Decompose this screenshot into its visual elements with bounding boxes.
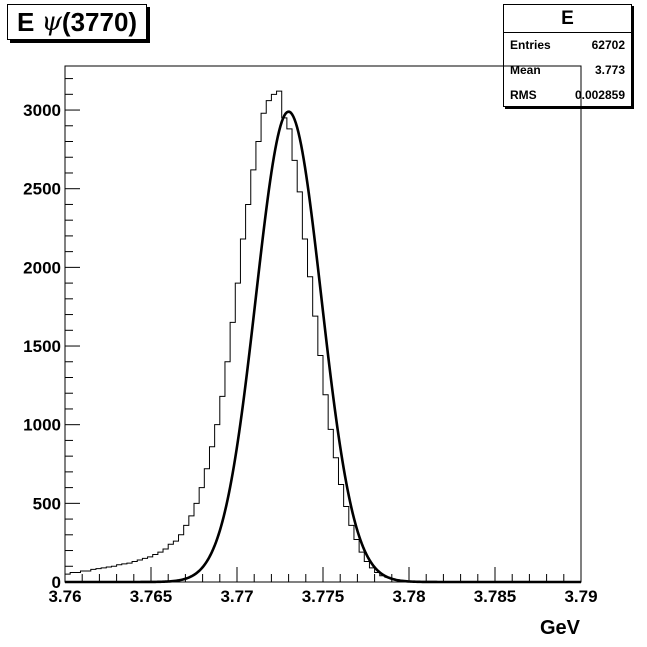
y-axis: 0 500 1000 1500 2000 2500 3000: [23, 78, 80, 592]
stats-label: Entries: [510, 38, 551, 52]
histogram-title: E ψ (3770): [7, 4, 147, 40]
y-tick-label: 2000: [23, 258, 61, 277]
title-suffix: (3770): [61, 6, 138, 37]
y-tick-label: 1500: [23, 337, 61, 356]
x-tick-label: 3.785: [474, 587, 517, 606]
gaussian-fit-curve: [65, 110, 581, 584]
y-tick-label: 0: [52, 573, 61, 592]
x-axis: 3.76 3.765 3.77 3.775 3.78 3.785 3.79: [48, 567, 598, 606]
x-tick-label: 3.78: [392, 587, 425, 606]
stats-row-rms: RMS 0.002859: [504, 83, 631, 108]
x-tick-label: 3.77: [220, 587, 253, 606]
x-tick-label: 3.775: [302, 587, 345, 606]
y-tick-label: 1000: [23, 416, 61, 435]
stats-label: RMS: [510, 88, 537, 102]
stats-value: 0.002859: [574, 88, 625, 102]
title-greek-psi: ψ: [41, 7, 62, 37]
stats-value: 62702: [591, 38, 625, 52]
y-tick-label: 500: [33, 494, 61, 513]
x-tick-label: 3.765: [130, 587, 173, 606]
plot-frame: [64, 65, 582, 583]
title-prefix: E: [16, 6, 35, 37]
y-tick-label: 3000: [23, 101, 61, 120]
stats-histogram-name: E: [504, 5, 631, 33]
x-axis-label: GeV: [540, 617, 581, 639]
stats-value: 3.773: [594, 63, 625, 77]
x-tick-label: 3.76: [48, 587, 81, 606]
statistics-box: E Entries 62702 Mean 3.773 RMS 0.002859: [503, 4, 632, 107]
histogram-outline: [64, 90, 581, 583]
stats-row-entries: Entries 62702: [504, 33, 631, 58]
x-tick-label: 3.79: [564, 587, 597, 606]
y-tick-label: 2500: [23, 180, 61, 199]
